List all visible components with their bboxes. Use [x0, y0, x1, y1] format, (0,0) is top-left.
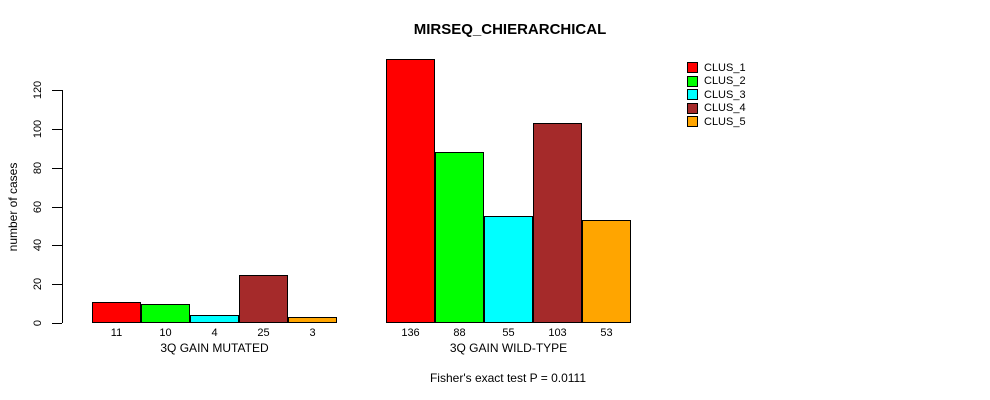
y-axis-tick [52, 206, 62, 208]
y-axis-tick-label: 40 [32, 239, 44, 252]
bar-clus_3 [190, 315, 239, 323]
legend-swatch-clus_4 [687, 102, 698, 114]
legend-item-clus_2: CLUS_2 [687, 75, 746, 87]
bar-value-label: 103 [548, 327, 567, 339]
bar-clus_2 [435, 152, 484, 323]
legend-swatch-clus_3 [687, 89, 698, 100]
y-axis-tick-label: 100 [32, 119, 44, 139]
bar-value-label: 25 [257, 327, 270, 339]
legend-swatch-clus_5 [687, 116, 698, 127]
y-axis-tick-label: 60 [32, 200, 44, 213]
bar-value-label: 53 [600, 327, 613, 339]
fisher-test-annotation: Fisher's exact test P = 0.0111 [429, 371, 587, 385]
legend-label: CLUS_4 [704, 102, 746, 114]
legend-swatch-clus_1 [687, 62, 698, 73]
legend-item-clus_5: CLUS_5 [687, 115, 746, 128]
x-axis-group-label: 3Q GAIN WILD-TYPE [449, 341, 568, 355]
legend-item-clus_4: CLUS_4 [687, 102, 746, 114]
legend: CLUS_1 CLUS_2 CLUS_3 CLUS_4 CLUS_5 [687, 62, 746, 130]
y-axis-tick-label: 80 [32, 161, 44, 174]
y-axis-title: number of cases [6, 162, 20, 251]
bar-clus_1 [386, 59, 435, 323]
y-axis-line [62, 90, 63, 323]
y-axis-tick-label: 0 [32, 319, 44, 327]
bar-clus_1 [92, 301, 141, 323]
bar-value-label: 55 [502, 327, 515, 339]
y-axis-tick [52, 284, 62, 286]
y-axis-tick-label: 20 [32, 278, 44, 291]
x-axis-group-label: 3Q GAIN MUTATED [160, 341, 269, 355]
legend-label: CLUS_1 [704, 61, 746, 74]
bar-value-label: 88 [453, 327, 466, 339]
bar-clus_4 [239, 274, 288, 323]
y-axis-tick [52, 90, 62, 92]
bar-value-label: 3 [309, 327, 316, 339]
bar-clus_3 [484, 216, 533, 323]
legend-label: CLUS_2 [704, 75, 746, 87]
bar-value-label: 11 [110, 327, 123, 339]
bar-clus_5 [582, 220, 631, 323]
bar-clus_2 [141, 303, 190, 323]
y-axis-tick [52, 167, 62, 169]
bar-clus_5 [288, 317, 337, 323]
bar-value-label: 4 [211, 327, 218, 339]
y-axis-tick-label: 120 [32, 81, 44, 100]
chart-title: MIRSEQ_CHIERARCHICAL [413, 21, 607, 38]
legend-label: CLUS_3 [704, 88, 746, 101]
y-axis-tick [52, 323, 62, 324]
legend-swatch-clus_2 [687, 75, 698, 87]
bar-value-label: 136 [401, 327, 420, 339]
bar-value-label: 10 [159, 327, 172, 339]
bar-clus_4 [533, 123, 582, 323]
legend-item-clus_3: CLUS_3 [687, 88, 746, 101]
legend-label: CLUS_5 [704, 115, 746, 128]
y-axis-tick [52, 245, 62, 247]
y-axis-tick [52, 129, 62, 130]
legend-item-clus_1: CLUS_1 [687, 61, 746, 74]
